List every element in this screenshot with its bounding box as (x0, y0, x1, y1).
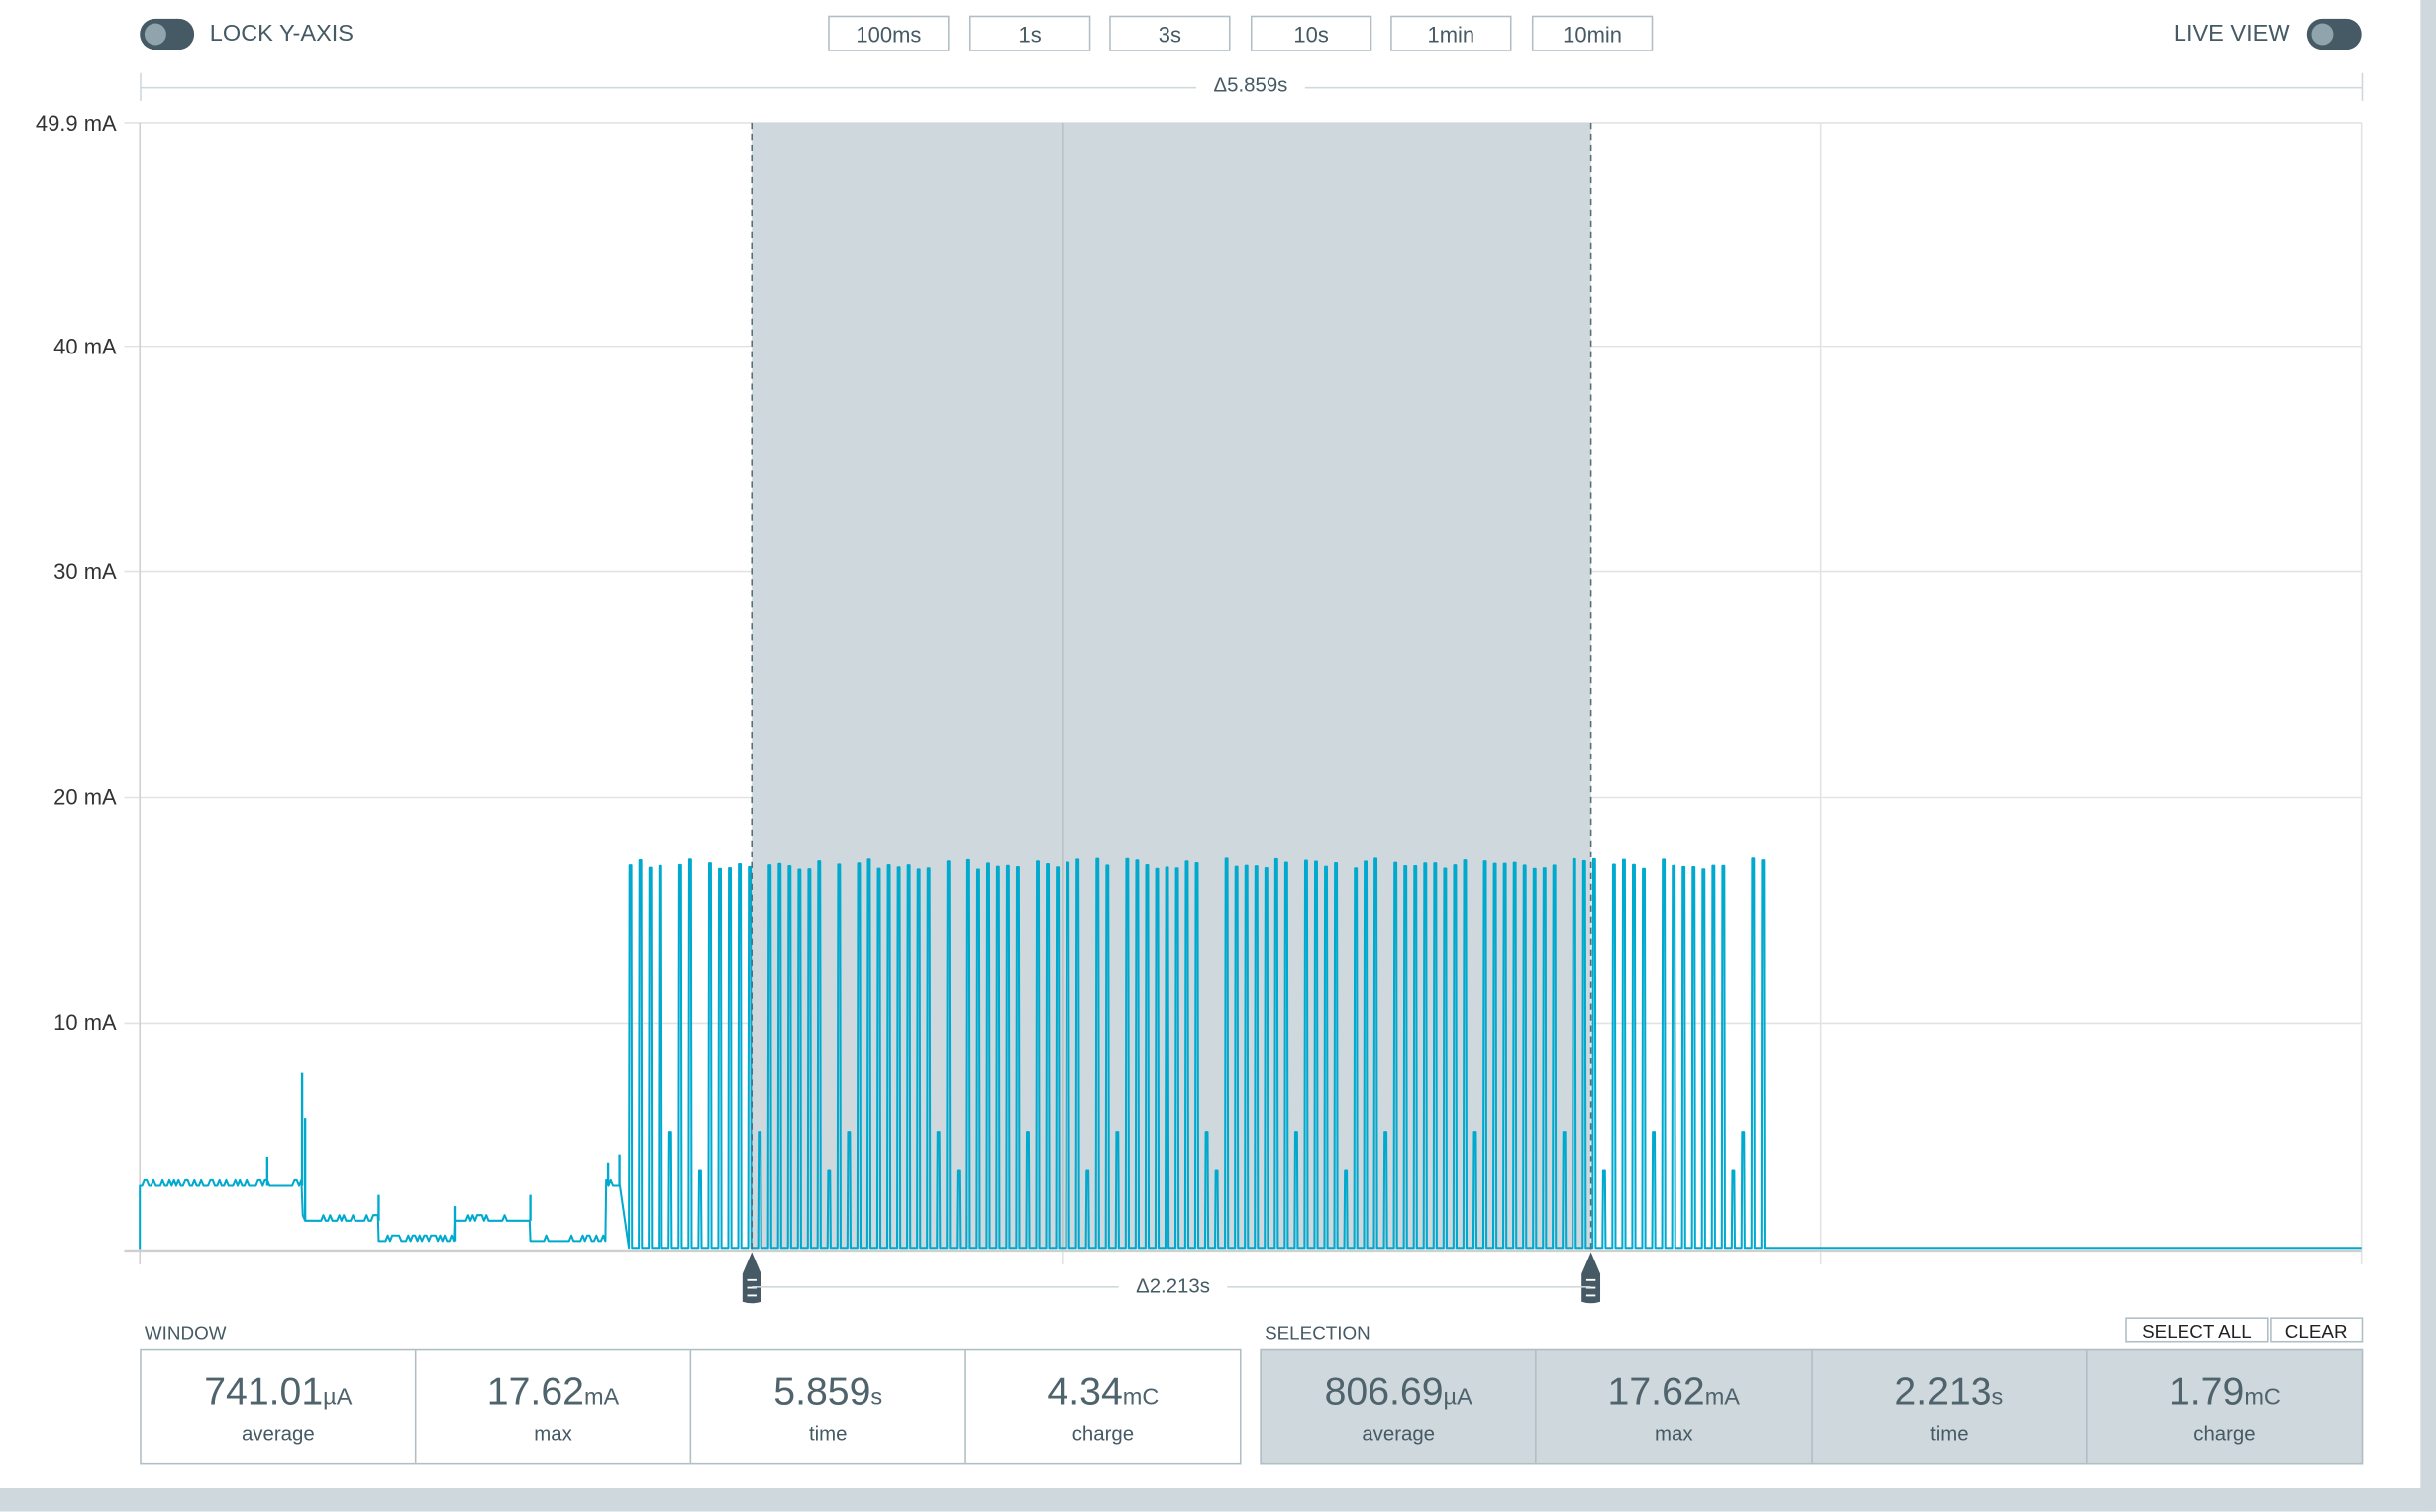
stat-value: 1.79 (2168, 1369, 2245, 1414)
lock-y-axis-toggle[interactable] (140, 18, 195, 50)
window-100ms-button[interactable]: 100ms (828, 15, 950, 51)
stat-unit: mA (583, 1383, 620, 1411)
stat-value: 4.34 (1047, 1369, 1123, 1414)
stat-value: 17.62 (486, 1369, 584, 1414)
y-tick-label: 40 mA (53, 334, 117, 359)
y-tick-label: 20 mA (53, 784, 117, 810)
stat-unit: mC (1122, 1383, 1160, 1411)
selection-average: 806.69µA average (1262, 1350, 1538, 1463)
window-3s-button[interactable]: 3s (1109, 15, 1231, 51)
selection-time: 2.213s time (1812, 1350, 2088, 1463)
stat-caption: charge (1071, 1421, 1135, 1446)
window-max: 17.62mA max (416, 1350, 692, 1463)
ruler-right-tick (2361, 72, 2364, 101)
selection-start-handle[interactable] (742, 1252, 761, 1304)
bottom-border (0, 1487, 2436, 1512)
y-tick-label: 49.9 mA (35, 110, 117, 136)
stat-unit: mC (2244, 1383, 2281, 1411)
window-stats: 741.01µA average 17.62mA max 5.859s time 4.… (140, 1348, 1242, 1465)
stat-unit: s (1991, 1383, 2004, 1411)
stat-unit: µA (1443, 1383, 1472, 1411)
stat-caption: time (1930, 1421, 1969, 1446)
stat-unit: s (870, 1383, 883, 1411)
toggle-knob (2311, 23, 2334, 46)
stat-unit: µA (323, 1383, 353, 1411)
lock-y-axis-label: LOCK Y-AXIS (209, 20, 355, 48)
y-tick-label: 10 mA (53, 1009, 117, 1035)
stat-value: 17.62 (1607, 1369, 1705, 1414)
stat-value: 2.213 (1894, 1369, 1992, 1414)
toggle-knob (144, 23, 166, 46)
window-charge: 4.34mC charge (966, 1350, 1240, 1463)
y-tick-label: 30 mA (53, 558, 117, 584)
selection-region (752, 122, 1591, 1250)
clear-button[interactable]: CLEAR (2270, 1317, 2364, 1343)
stat-caption: max (534, 1421, 572, 1446)
window-delta-label: Δ5.859s (1196, 72, 1305, 97)
stat-caption: time (808, 1421, 848, 1446)
current-trace (139, 857, 2362, 1250)
stat-unit: mA (1704, 1383, 1740, 1411)
selection-label: SELECTION (1265, 1322, 1370, 1345)
window-10min-button[interactable]: 10min (1531, 15, 1654, 51)
live-view-label: LIVE VIEW (2173, 20, 2290, 48)
selection-charge: 1.79mC charge (2087, 1350, 2362, 1463)
stat-caption: average (241, 1421, 315, 1446)
selection-end-handle[interactable] (1581, 1252, 1601, 1304)
stat-caption: average (1362, 1421, 1436, 1446)
current-chart[interactable] (0, 0, 2436, 1336)
window-10s-button[interactable]: 10s (1250, 15, 1372, 51)
stat-caption: charge (2193, 1421, 2256, 1446)
stat-caption: max (1655, 1421, 1693, 1446)
stat-value: 741.01 (204, 1369, 324, 1414)
selection-stats: 806.69µA average 17.62mA max 2.213s time 1.… (1260, 1348, 2364, 1465)
stat-value: 806.69 (1324, 1369, 1444, 1414)
selection-delta-label: Δ2.213s (1118, 1273, 1228, 1298)
live-view-toggle[interactable] (2306, 18, 2362, 50)
select-all-button[interactable]: SELECT ALL (2125, 1317, 2269, 1343)
right-border (2420, 0, 2436, 1512)
window-label: WINDOW (144, 1322, 227, 1345)
stat-value: 5.859 (773, 1369, 871, 1414)
window-1s-button[interactable]: 1s (968, 15, 1091, 51)
window-1min-button[interactable]: 1min (1390, 15, 1512, 51)
selection-max: 17.62mA max (1537, 1350, 1813, 1463)
window-time: 5.859s time (691, 1350, 966, 1463)
window-average: 741.01µA average (142, 1350, 417, 1463)
